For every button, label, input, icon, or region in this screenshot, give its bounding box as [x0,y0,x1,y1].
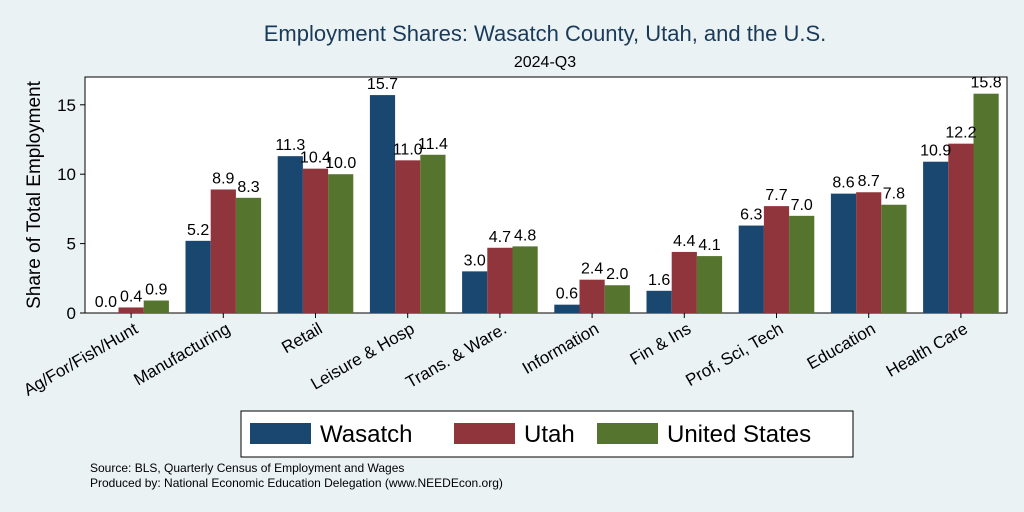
bar-value-label: 0.6 [556,286,578,303]
legend-label: Utah [524,421,575,448]
y-tick-label: 5 [67,235,76,254]
legend-swatch [250,423,311,444]
bar [881,204,907,313]
legend [240,410,854,458]
bar [395,160,421,313]
bar [512,246,538,313]
bar-value-label: 4.7 [489,229,511,246]
bar [462,271,488,313]
bar [789,215,815,313]
bar [210,189,236,313]
bar-value-label: 2.4 [581,261,603,278]
bar [369,95,396,313]
bar [185,240,211,313]
bar-value-label: 11.0 [393,141,423,158]
bar-value-label: 4.8 [514,227,536,244]
legend-swatch [454,423,515,444]
bar [328,174,354,313]
bar [923,161,949,313]
legend-label: United States [667,421,811,448]
bar-value-label: 10.9 [920,143,951,160]
bar-value-label: 10.4 [300,150,331,167]
bar-value-label: 8.3 [237,179,259,196]
produced-by-note: Produced by: National Economic Education… [90,476,503,490]
y-tick-label: 10 [57,165,76,184]
bar [948,143,974,313]
bar [671,251,697,313]
bar [302,168,329,313]
legend-items: Wasatch Utah United States [250,421,811,448]
source-note: Source: BLS, Quarterly Census of Employm… [90,461,404,475]
bar-value-label: 7.0 [791,197,813,214]
bar-value-label: 1.6 [648,272,670,289]
bar-value-label: 4.4 [673,233,695,250]
bar [856,192,882,313]
bar [696,256,723,313]
bar-value-label: 5.2 [187,222,209,239]
bars [118,93,999,313]
bar [143,300,169,313]
y-tick-label: 15 [57,96,76,115]
bar-value-label: 11.3 [275,137,305,154]
bar [277,156,303,313]
bar-value-label: 15.7 [367,76,398,93]
chart-title: Employment Shares: Wasatch County, Utah,… [264,21,826,46]
bar-value-label: 7.7 [765,187,787,204]
bar-value-label: 8.9 [212,170,234,187]
bar-value-label: 12.2 [945,125,976,142]
bar-value-label: 2.0 [606,266,628,283]
bar-value-label: 3.0 [464,252,486,269]
legend-swatch [597,423,658,444]
y-axis: 0 5 10 15 [57,96,85,323]
bar [235,197,262,313]
bar-value-label: 10.0 [325,155,356,172]
bar [763,206,790,313]
bar-labels: 0.0 0.4 0.9 5.2 8.9 8.3 11.310.410.0 15.7 11.011… [95,75,1002,311]
bar-value-label: 15.8 [971,75,1002,92]
y-axis-label: Share of Total Employment [24,80,45,308]
bar [646,290,672,313]
bar [738,225,764,313]
legend-label: Wasatch [320,421,412,448]
bar-value-label: 0.4 [120,288,142,305]
bar [487,247,513,313]
bar-value-label: 11.4 [418,136,448,153]
bar-value-label: 0.9 [145,282,167,299]
bar [973,93,999,313]
bar-value-label: 8.6 [832,175,854,192]
bar [554,304,580,313]
y-tick-label: 0 [67,304,76,323]
bar [420,154,446,313]
bar-value-label: 7.8 [883,186,905,203]
bar [830,193,857,313]
bar-value-label: 6.3 [740,207,762,224]
chart-subtitle: 2024-Q3 [514,54,576,71]
bar-value-label: 4.1 [698,237,720,254]
bar [604,285,630,313]
bar-value-label: 0.0 [95,294,117,311]
bar [579,279,605,313]
bar [118,307,144,313]
bar-value-label: 8.7 [858,173,880,190]
